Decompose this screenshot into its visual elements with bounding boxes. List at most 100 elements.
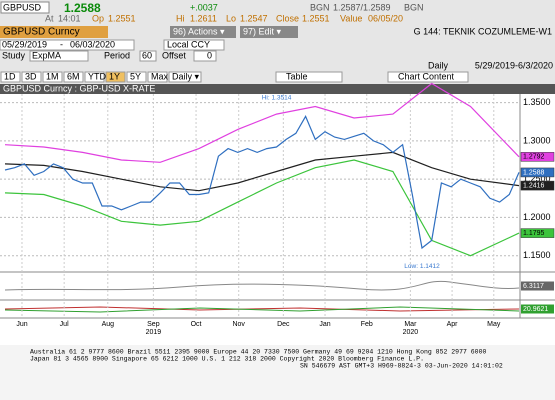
last-value-box [520, 152, 555, 162]
bid-ask-label: BGN [310, 2, 330, 12]
annotation: Hi: 1.3514 [262, 94, 292, 101]
range-button[interactable] [63, 71, 84, 83]
footer-line: Japan 81 3 4565 8900 Singapore 65 6212 1… [30, 356, 424, 363]
low: 1.2547 [240, 13, 268, 23]
date-range: 5/29/2019-6/3/2020 [475, 60, 553, 70]
last-value-label: 1.2792 [523, 154, 545, 161]
x-tick-label: Jun [16, 321, 27, 328]
low-label: Lo [226, 13, 236, 23]
x-tick-label: Apr [447, 321, 459, 328]
open: 1.2551 [108, 13, 136, 23]
study-box[interactable] [29, 50, 89, 62]
annotation: Low: 1.1412 [404, 263, 440, 270]
range-button[interactable] [147, 71, 168, 83]
x-tick-label: Mar [404, 321, 417, 328]
footer-bg [0, 345, 555, 400]
last-value-box [520, 180, 555, 191]
last-price: 1.2588 [64, 1, 101, 15]
series-line [4, 82, 520, 163]
bid-ask-label: BGN [404, 2, 424, 12]
y-tick-label: 1.1500 [523, 250, 551, 260]
range-button-label: 6M [67, 71, 80, 81]
x-tick-label: Nov [232, 321, 245, 328]
high: 1.2611 [190, 13, 217, 23]
last-value-label: 1.2416 [523, 182, 545, 189]
range-button[interactable] [21, 71, 42, 83]
last-value-label: 1.2588 [523, 169, 545, 176]
range-button-label: Max [151, 71, 169, 81]
close-label: Close [276, 13, 299, 23]
x-tick-label: Feb [361, 321, 373, 328]
date-range-box[interactable] [0, 39, 135, 51]
period-label: Period [104, 50, 130, 60]
range-button-label: 1Y [109, 71, 120, 81]
x-tick-label: May [487, 321, 501, 328]
x-tick-label: Aug [102, 321, 115, 328]
range-button[interactable] [168, 71, 202, 83]
range-button[interactable] [84, 71, 105, 83]
oscillator-line [4, 306, 520, 313]
range-button-label: 1D [4, 71, 16, 81]
last-value-label: 1.1795 [523, 230, 545, 237]
value-label: Value [340, 13, 362, 23]
panel-value-box [521, 281, 554, 291]
y-tick-label: 1.3000 [523, 135, 551, 145]
table-button[interactable] [275, 71, 343, 83]
period: 60 [142, 50, 152, 60]
actions: 96) Actions ▾ [173, 26, 225, 36]
year-label: 2019 [146, 329, 162, 336]
currency-box[interactable] [163, 39, 225, 51]
panel-value: 20.9621 [523, 306, 548, 313]
panel-value-box [521, 304, 554, 314]
oscillator-line [4, 306, 520, 312]
frequency: Daily [428, 60, 449, 70]
y-tick-label: 1.3500 [523, 97, 551, 107]
edit-button[interactable] [240, 26, 298, 38]
range-button[interactable] [42, 71, 63, 83]
range-button-label: Daily ▾ [172, 71, 200, 81]
y-tick-label: 1.2500 [523, 174, 551, 184]
time: 14:01 [58, 13, 81, 23]
offset-box[interactable] [193, 50, 217, 62]
edit: 97) Edit ▾ [243, 26, 282, 36]
security: GBPUSD Curncy [3, 27, 80, 38]
x-tick-label: Sep [147, 321, 160, 328]
chart-content: Chart Content [398, 71, 455, 81]
offset-label: Offset [162, 50, 186, 60]
x-tick-label: Jul [60, 321, 69, 328]
period-box[interactable] [139, 50, 157, 62]
study: ExpMA [32, 50, 61, 60]
range-buttons: 1D 3D 1M 6M YTD 1Y 5Y Max Daily ▾ [0, 71, 202, 83]
close: 1.2551 [302, 13, 330, 23]
value-date: 06/05/20 [368, 13, 403, 23]
chart-title: GBPUSD Curncy : GBP-USD X-RATE [3, 83, 155, 93]
range-button[interactable] [0, 71, 21, 83]
footer-line: SN 546679 AST GMT+3 H969-8824-3 03-Jun-2… [300, 363, 503, 370]
x-tick-label: Jan [319, 321, 330, 328]
chart-title-bar [0, 84, 555, 94]
last-value-box [520, 167, 555, 178]
at-label: At [45, 13, 54, 23]
range-button-label: YTD [88, 71, 107, 81]
start-date: 05/29/2019 [2, 39, 47, 49]
range-button-label: 3D [25, 71, 37, 81]
ticker-box[interactable] [0, 1, 50, 14]
range-button-label: 5Y [130, 71, 141, 81]
volatility-line [4, 280, 520, 291]
range-button[interactable] [126, 71, 147, 83]
year-label: 2020 [403, 329, 419, 336]
security-bar [0, 26, 108, 38]
bid-ask: 1.2587/1.2589 [333, 2, 391, 12]
ticker: GBPUSD [3, 2, 42, 12]
chart-content-button[interactable] [387, 71, 469, 83]
range-button[interactable] [105, 71, 126, 83]
x-tick-label: Oct [191, 321, 202, 328]
series-line [4, 159, 520, 257]
actions-button[interactable] [170, 26, 236, 38]
open-label: Op [92, 13, 104, 23]
offset: 0 [207, 50, 212, 60]
x-tick-label: Dec [277, 321, 290, 328]
high-label: Hi [176, 13, 185, 23]
